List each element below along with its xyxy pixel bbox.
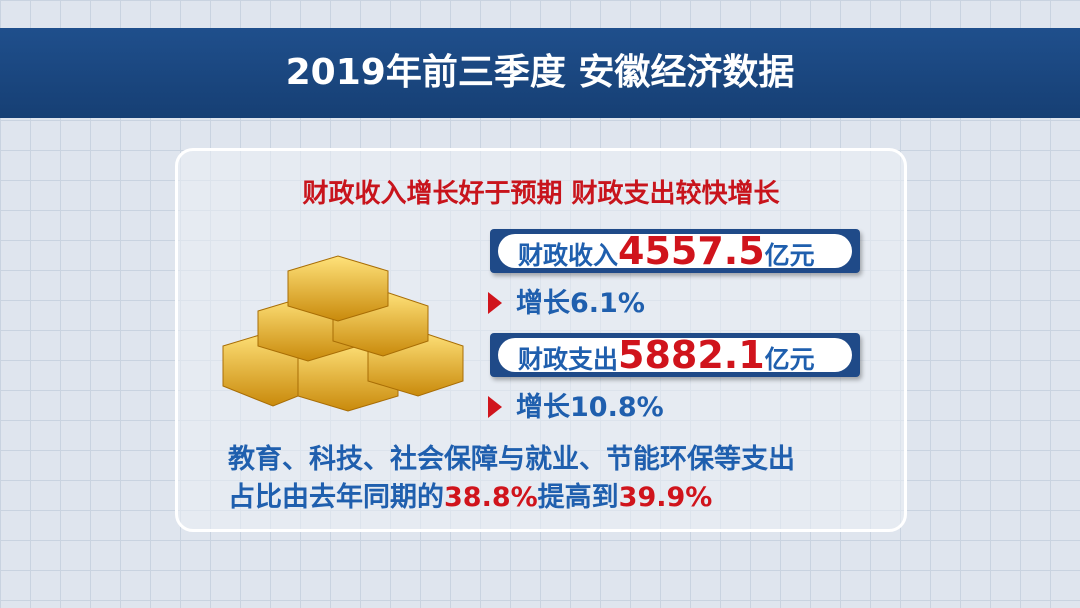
note-line: 占比由去年同期的38.8%提高到39.9% (228, 479, 795, 517)
note-number: 38.8% (444, 482, 538, 513)
expense-value: 5882.1 (618, 333, 765, 377)
gold-bars (222, 255, 464, 412)
revenue-label: 财政收入 (518, 241, 619, 270)
note-text: 占比由去年同期的 (228, 482, 444, 513)
revenue-value: 4557.5 (618, 229, 765, 273)
growth-label: 增长 (516, 288, 570, 319)
growth-value: 10.8% (570, 392, 664, 423)
title-bar (0, 28, 1080, 118)
expense-label: 财政支出 (518, 345, 619, 374)
expense-unit: 亿元 (764, 345, 815, 374)
growth-value: 6.1% (570, 288, 645, 319)
note-text: 提高到 (537, 482, 619, 513)
panel: 财政收入增长好于预期 财政支出较快增长 财政收入4557.5亿元 增长6.1% … (175, 148, 907, 532)
revenue-growth: 增长6.1% (488, 281, 645, 320)
title: 2019年前三季度 安徽经济数据 (285, 52, 795, 93)
growth-label: 增长 (516, 392, 570, 423)
note-line: 教育、科技、社会保障与就业、节能环保等支出 (228, 444, 795, 475)
revenue-unit: 亿元 (764, 241, 815, 270)
subtitle: 财政收入增长好于预期 财政支出较快增长 (302, 179, 780, 209)
note-number: 39.9% (618, 482, 713, 513)
expense-box: 财政支出5882.1亿元 (490, 333, 860, 377)
revenue-box: 财政收入4557.5亿元 (490, 229, 860, 273)
expense-growth: 增长10.8% (488, 385, 664, 424)
note: 教育、科技、社会保障与就业、节能环保等支出 占比由去年同期的38.8%提高到39… (228, 441, 795, 517)
